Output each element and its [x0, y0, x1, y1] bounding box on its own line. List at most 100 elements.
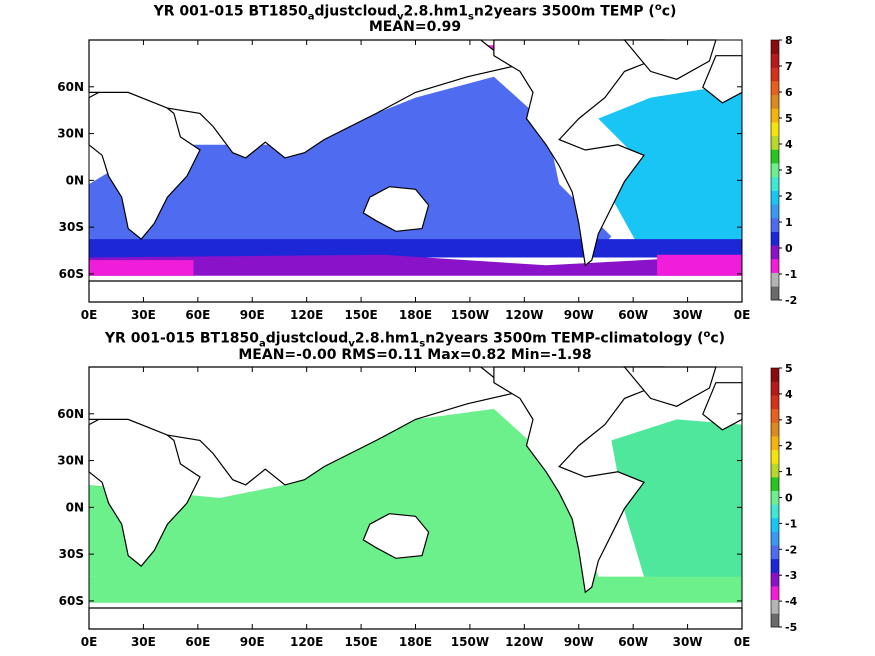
y-tick-label: 60S [59, 594, 84, 608]
landmass-eurasia [88, 39, 515, 159]
y-tick-label: 0N [66, 173, 84, 187]
colorbar-swatch [771, 599, 779, 614]
top-colorbar: 8 7 6 5 4 3 2 1 0 -1 -2 [770, 34, 797, 307]
colorbar-tick-label: 1 [785, 216, 793, 229]
colorbar-swatch [771, 40, 779, 54]
colorbar-swatch [771, 422, 779, 437]
colorbar-tick-label: 3 [785, 164, 793, 177]
colorbar-tick-label: 4 [785, 388, 793, 401]
colorbar-swatch [771, 217, 779, 232]
colorbar-swatch [771, 286, 779, 301]
x-tick-label: 180E [399, 635, 432, 649]
colorbar-tick-label: -2 [785, 294, 797, 307]
colorbar-tick-label: 1 [785, 466, 793, 479]
colorbar-tick-label: 0 [785, 492, 793, 505]
y-tick-label: 0N [66, 500, 84, 514]
ocean-region-atlantic [598, 87, 742, 245]
y-tick-label: 60S [59, 267, 84, 281]
colorbar-tick-label: 5 [785, 362, 793, 375]
x-tick-label: 90E [240, 308, 265, 322]
landmass-americas [493, 366, 665, 594]
colorbar-swatch [771, 53, 779, 68]
y-tick-label: 30N [57, 127, 84, 141]
colorbar-swatch [771, 163, 779, 178]
colorbar-swatch [771, 504, 779, 519]
ocean-band-southern [89, 239, 742, 258]
colorbar-swatch [771, 572, 779, 587]
x-tick-label: 120W [505, 308, 543, 322]
y-tick-label: 30N [57, 454, 84, 468]
colorbar-swatch [771, 122, 779, 137]
colorbar-tick-label: 0 [785, 242, 793, 255]
colorbar-swatch [771, 67, 779, 82]
x-tick-label: 60W [618, 308, 648, 322]
anomaly-band-southern [89, 576, 742, 603]
landmass-eurasia [88, 366, 515, 486]
colorbar-swatch [771, 149, 779, 164]
y-tick-label: 30S [59, 547, 84, 561]
colorbar-swatch [771, 135, 779, 150]
top-plot-subtitle: MEAN=0.99 [368, 19, 462, 35]
colorbar-tick-label: -4 [785, 595, 798, 608]
bottom-plot-subtitle: MEAN=-0.00 RMS=0.11 Max=0.82 Min=-1.98 [238, 347, 592, 363]
landmass-europe [702, 382, 743, 431]
x-tick-label: 0E [734, 308, 751, 322]
anomaly-region-atlantic [611, 419, 742, 582]
x-tick-label: 120E [290, 635, 323, 649]
colorbar-swatch [771, 490, 779, 505]
colorbar-swatch [771, 190, 779, 205]
colorbar-swatch [771, 408, 779, 423]
landmass-europe [702, 55, 743, 104]
ocean-band-purple [89, 254, 742, 276]
ocean-region-pacific-indian [89, 76, 612, 255]
x-tick-label: 0E [81, 308, 98, 322]
colorbar-swatch [771, 531, 779, 546]
colorbar-swatch [771, 463, 779, 478]
y-tick-label: 60N [57, 80, 84, 94]
colorbar-tick-label: 6 [785, 86, 793, 99]
colorbar-swatch [771, 395, 779, 410]
x-tick-label: 120W [505, 635, 543, 649]
x-tick-label: 90W [564, 635, 594, 649]
top-plot-title: YR 001-015 BT1850adjustcloudv2.8.hm1sn2y… [153, 2, 677, 23]
colorbar-swatch [771, 449, 779, 464]
colorbar-swatch [771, 204, 779, 219]
colorbar-swatch [771, 176, 779, 191]
colorbar-swatch [771, 586, 779, 601]
bottom-plot-title: YR 001-015 BT1850adjustcloudv2.8.hm1sn2y… [104, 329, 726, 350]
x-tick-label: 60E [185, 635, 210, 649]
x-tick-label: 30W [673, 635, 703, 649]
colorbar-swatch [771, 108, 779, 123]
x-tick-label: 90E [240, 635, 265, 649]
colorbar-swatch [771, 545, 779, 560]
x-tick-label: 120E [290, 308, 323, 322]
colorbar-tick-label: 4 [785, 138, 793, 151]
landmass-australia [362, 513, 430, 559]
x-tick-label: 60W [618, 635, 648, 649]
x-tick-label: 180E [399, 308, 432, 322]
x-tick-label: 30E [131, 308, 156, 322]
colorbar-tick-label: -1 [785, 268, 797, 281]
colorbar-tick-label: -2 [785, 543, 797, 556]
x-tick-label: 0E [81, 635, 98, 649]
colorbar-swatch [771, 381, 779, 396]
x-tick-label: 150W [451, 308, 489, 322]
ocean-patch-magenta-east [657, 254, 742, 276]
colorbar-swatch [771, 245, 779, 260]
colorbar-tick-label: -1 [785, 517, 797, 530]
landmass-australia [362, 186, 430, 232]
colorbar-swatch [771, 436, 779, 451]
bottom-map: 0E 30E 60E 90E 120E 150E 180E 150W 120W 90W 60W 30W… [57, 366, 751, 649]
x-tick-label: 30E [131, 635, 156, 649]
colorbar-tick-label: 2 [785, 190, 793, 203]
colorbar-tick-label: 2 [785, 440, 793, 453]
x-tick-label: 60E [185, 308, 210, 322]
y-tick-label: 30S [59, 220, 84, 234]
x-tick-label: 0E [734, 635, 751, 649]
landmass-americas [493, 39, 665, 267]
colorbar-swatch [771, 94, 779, 109]
colorbar-swatch [771, 613, 779, 628]
colorbar-tick-label: 5 [785, 112, 793, 125]
x-tick-label: 150E [344, 308, 377, 322]
